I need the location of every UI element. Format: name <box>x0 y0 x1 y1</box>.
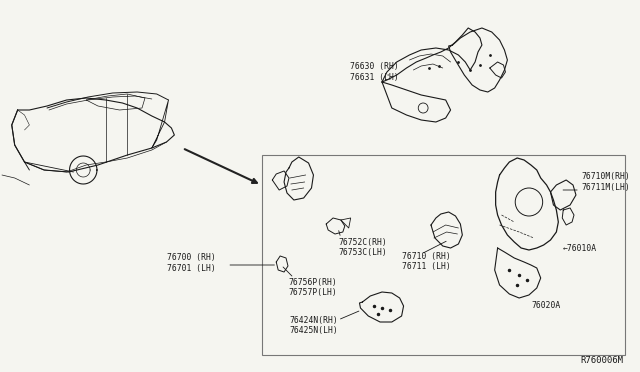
Text: 76710 (RH)
76711 (LH): 76710 (RH) 76711 (LH) <box>402 252 451 272</box>
Text: R760006M: R760006M <box>580 356 623 365</box>
Text: 76424N(RH)
76425N(LH): 76424N(RH) 76425N(LH) <box>289 316 338 336</box>
Text: 76710M(RH)
76711M(LH): 76710M(RH) 76711M(LH) <box>582 172 630 192</box>
Text: 76756P(RH)
76757P(LH): 76756P(RH) 76757P(LH) <box>288 278 337 297</box>
Text: ←76010A: ←76010A <box>563 244 596 253</box>
Text: 76630 (RH)
76631 (LH): 76630 (RH) 76631 (LH) <box>349 62 399 82</box>
Text: 76020A: 76020A <box>532 301 561 310</box>
Text: 76700 (RH)
76701 (LH): 76700 (RH) 76701 (LH) <box>166 253 215 273</box>
Text: 76752C(RH)
76753C(LH): 76752C(RH) 76753C(LH) <box>338 238 387 257</box>
Bar <box>262 155 625 355</box>
